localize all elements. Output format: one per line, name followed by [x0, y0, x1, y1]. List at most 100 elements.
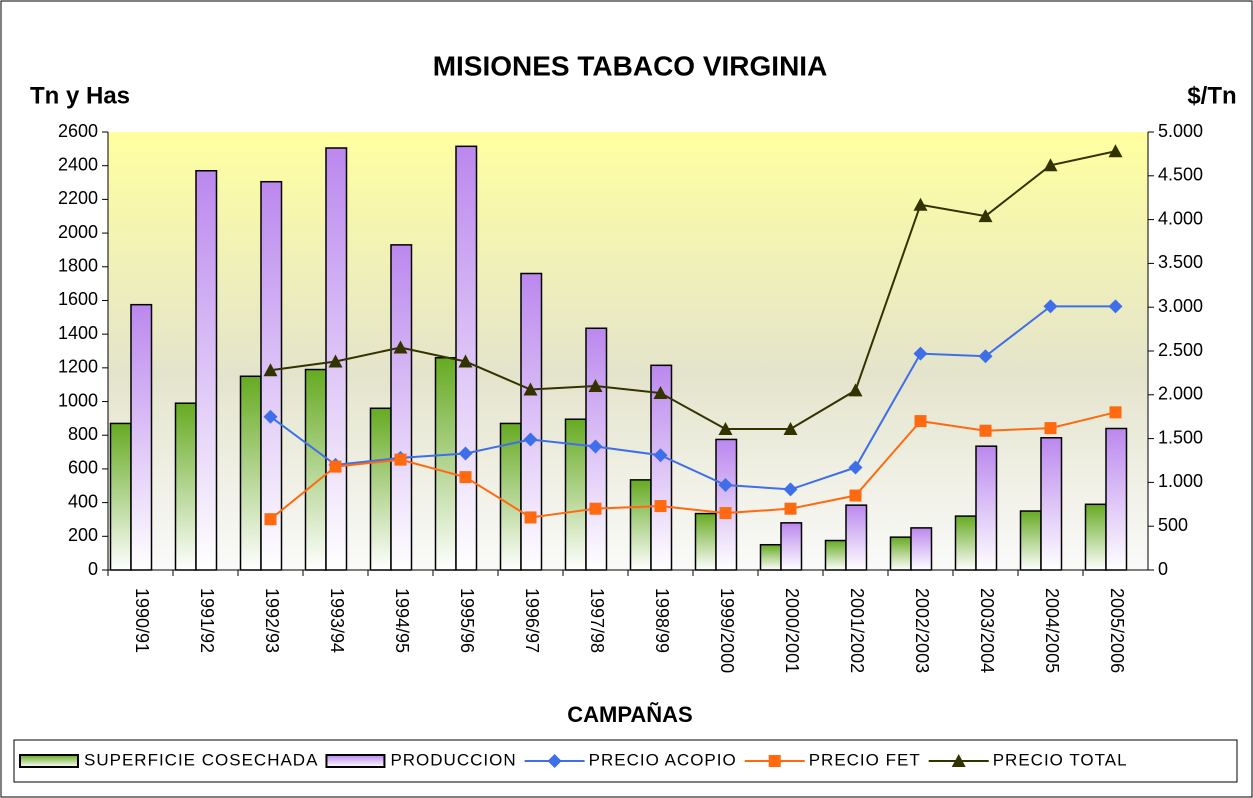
x-tick-label: 1999/2000 [717, 588, 737, 673]
legend-label: PRECIO FET [809, 750, 921, 769]
y2-tick-label: 4.500 [1158, 165, 1203, 185]
x-tick-label: 2000/2001 [782, 588, 802, 673]
bar [845, 504, 868, 571]
point [394, 453, 407, 466]
x-tick-label: 1994/95 [392, 588, 412, 653]
point [458, 354, 473, 368]
y2-tick-label: 0 [1158, 559, 1168, 579]
line [269, 411, 1116, 520]
line [270, 150, 1116, 430]
x-tick-label: 2004/2005 [1042, 588, 1062, 673]
x-tick-label: 2001/2002 [847, 588, 867, 673]
x-tick-label: 1996/97 [522, 588, 542, 653]
point [848, 460, 863, 475]
y-tick-label: 400 [68, 491, 98, 511]
bar [195, 169, 218, 571]
y2-tick-label: 5.000 [1158, 121, 1203, 141]
x-tick-label: 2002/2003 [912, 588, 932, 673]
point [913, 346, 928, 361]
bar [1105, 427, 1128, 571]
y2-tick-label: 2.500 [1158, 340, 1203, 360]
legend-marker [768, 755, 781, 767]
y-tick-label: 0 [88, 559, 98, 579]
legend-marker [951, 754, 966, 767]
y2-tick-label: 1.500 [1158, 427, 1203, 447]
bar [954, 515, 977, 571]
bar [910, 527, 933, 571]
y-tick-label: 1200 [58, 357, 98, 377]
point [849, 489, 862, 502]
y2-tick-label: 3.000 [1158, 296, 1203, 316]
y2-tick-label: 3.500 [1158, 252, 1203, 272]
bar [759, 543, 782, 571]
legend-label: SUPERFICIE COSECHADA [84, 750, 318, 769]
point [263, 363, 278, 377]
y-axis-label: Tn y Has [30, 82, 130, 109]
bar [1019, 510, 1042, 571]
y-tick-label: 1800 [58, 256, 98, 276]
y-tick-label: 1000 [58, 390, 98, 410]
legend-label: PRODUCCION [390, 750, 516, 769]
point [523, 432, 538, 447]
point [458, 446, 473, 461]
point [978, 349, 993, 364]
y-tick-label: 200 [68, 525, 98, 545]
y-tick-label: 800 [68, 424, 98, 444]
y-tick-label: 2400 [58, 154, 98, 174]
x-tick-label: 1995/96 [457, 588, 477, 653]
x-tick-label: 1997/98 [587, 588, 607, 653]
legend-label: PRECIO ACOPIO [589, 750, 737, 769]
point [914, 415, 927, 428]
chart-title: MISIONES TABACO VIRGINIA [433, 50, 828, 81]
x-tick-label: 1998/99 [652, 588, 672, 653]
point [1109, 406, 1122, 419]
y-tick-label: 1400 [58, 323, 98, 343]
y-tick-label: 1600 [58, 289, 98, 309]
y-tick-label: 2200 [58, 188, 98, 208]
point [588, 379, 603, 393]
bar [109, 422, 132, 571]
point [459, 471, 472, 484]
point [718, 421, 733, 435]
line [269, 305, 1116, 491]
bar [889, 536, 912, 571]
point [1044, 422, 1057, 435]
point [978, 209, 993, 223]
bar [304, 368, 327, 571]
y-tick-label: 2000 [58, 222, 98, 242]
bar [130, 303, 153, 571]
y2-tick-label: 1.000 [1158, 471, 1203, 491]
y2-tick-label: 2.000 [1158, 384, 1203, 404]
bar [239, 375, 262, 571]
legend-box [13, 739, 1238, 783]
x-tick-label: 2005/2006 [1107, 588, 1127, 673]
legend-marker [547, 754, 562, 768]
bar [520, 272, 543, 571]
bar [564, 418, 587, 571]
point [588, 439, 603, 454]
y-tick-label: 2600 [58, 121, 98, 141]
bar [174, 402, 197, 571]
bar [975, 445, 998, 571]
legend-swatch [19, 754, 79, 768]
point [264, 513, 277, 526]
point [783, 421, 798, 435]
bar [434, 356, 457, 571]
bar [369, 407, 392, 571]
point [848, 383, 863, 397]
point [524, 511, 537, 524]
point [263, 409, 278, 424]
bar [390, 244, 413, 571]
point [589, 502, 602, 515]
point [393, 340, 408, 354]
point [979, 424, 992, 437]
bar [629, 479, 652, 571]
x-axis-label: CAMPAÑAS [567, 702, 692, 727]
y-tick-label: 600 [68, 458, 98, 478]
point [784, 502, 797, 515]
y2-tick-label: 500 [1158, 515, 1188, 535]
legend-swatch [325, 754, 386, 768]
bar [650, 364, 673, 571]
point [328, 354, 343, 368]
